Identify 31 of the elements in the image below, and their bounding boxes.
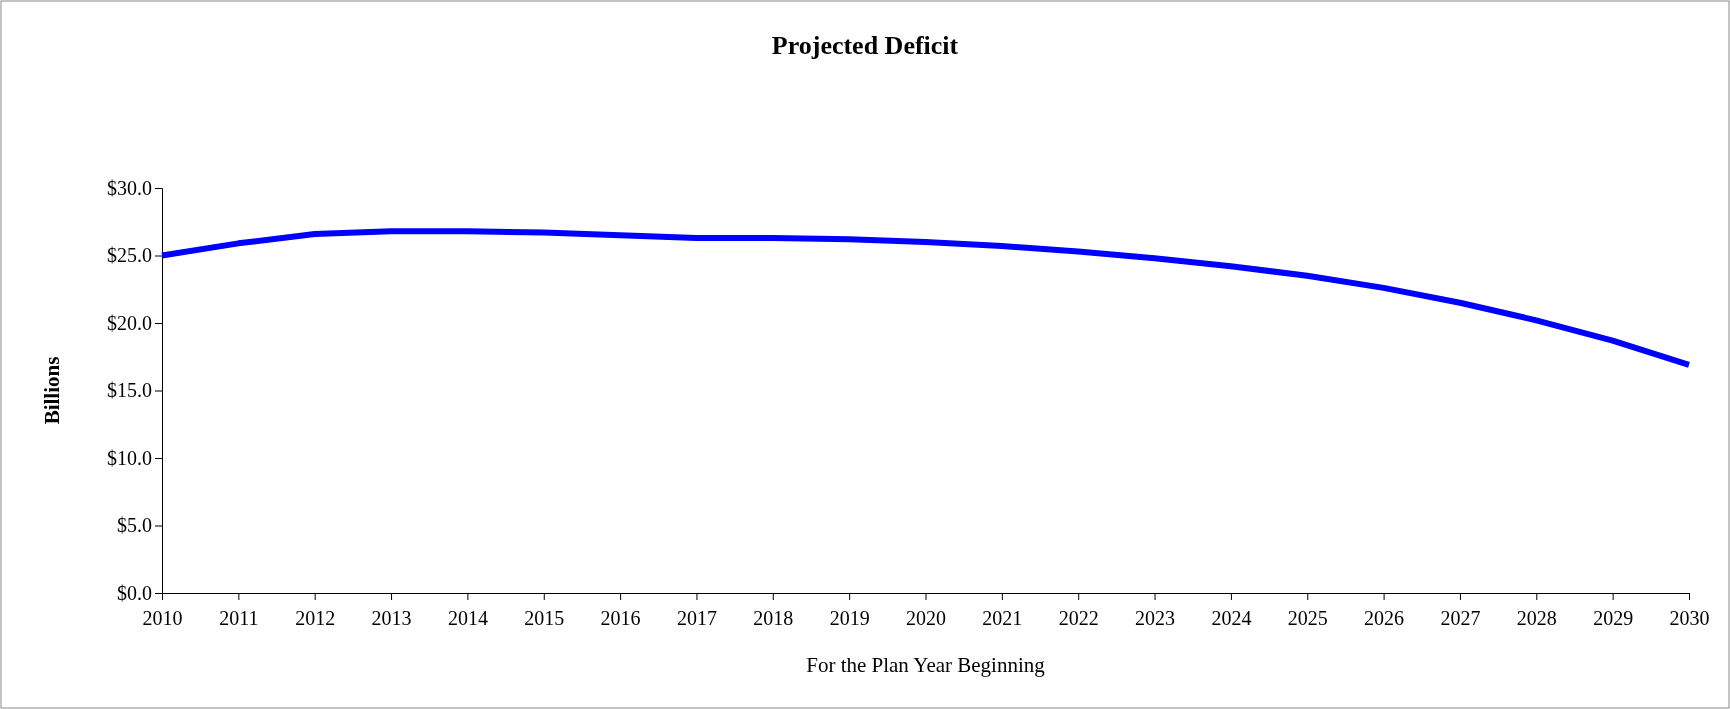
x-tick-label: 2011 — [219, 607, 259, 629]
x-tick-label: 2024 — [1211, 607, 1252, 629]
y-tick-label: $0.0 — [117, 581, 152, 604]
x-tick-label: 2025 — [1287, 607, 1328, 629]
x-tick-label: 2020 — [906, 607, 946, 629]
x-tick-label: 2028 — [1516, 607, 1557, 629]
x-tick-label: 2030 — [1669, 607, 1710, 629]
x-tick-label: 2022 — [1058, 607, 1099, 629]
y-tick-label: $30.0 — [107, 176, 152, 199]
x-tick-label: 2021 — [982, 607, 1023, 629]
x-tick-label: 2019 — [829, 607, 870, 629]
x-tick-label: 2029 — [1593, 607, 1634, 629]
x-axis-title: For the Plan Year Beginning — [806, 653, 1046, 677]
x-tick-label: 2017 — [676, 607, 717, 629]
x-tick-label: 2018 — [753, 607, 794, 629]
y-tick-label: $25.0 — [107, 244, 152, 267]
chart-title: Projected Deficit — [771, 31, 959, 60]
x-tick-label: 2014 — [447, 607, 488, 629]
y-tick-label: $15.0 — [107, 379, 152, 402]
y-axis-title: Billions — [40, 356, 64, 425]
x-tick-label: 2015 — [524, 607, 565, 629]
x-tick-label: 2026 — [1364, 607, 1405, 629]
x-tick-label: 2013 — [371, 607, 412, 629]
x-tick-label: 2027 — [1440, 607, 1481, 629]
x-tick-label: 2012 — [295, 607, 336, 629]
y-tick-label: $10.0 — [107, 446, 152, 469]
x-tick-label: 2010 — [142, 607, 183, 629]
x-tick-label: 2016 — [600, 607, 641, 629]
x-tick-label: 2023 — [1135, 607, 1176, 629]
y-tick-label: $5.0 — [117, 514, 152, 537]
y-tick-label: $20.0 — [107, 311, 152, 334]
